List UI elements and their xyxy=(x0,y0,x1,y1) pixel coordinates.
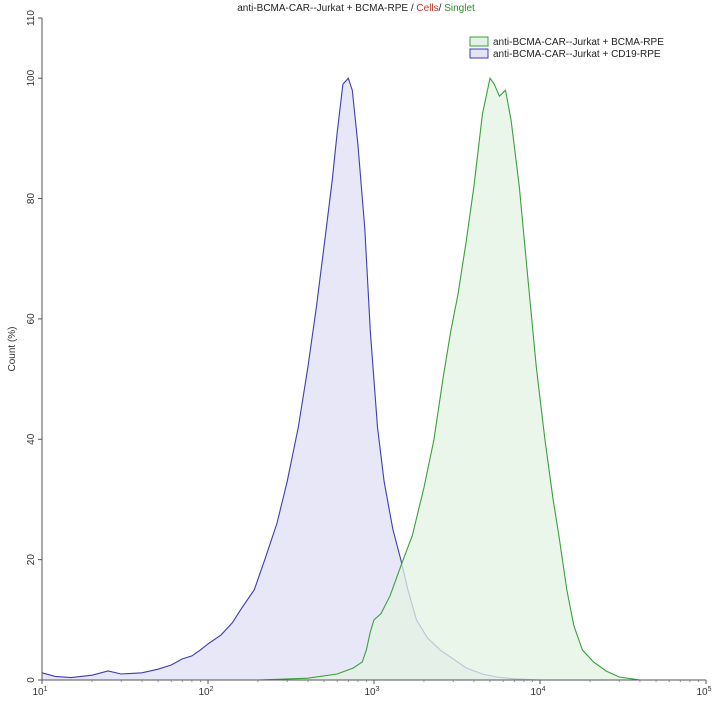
title-gate-singlet: Singlet xyxy=(444,3,475,14)
x-tick-label: 101 xyxy=(32,686,47,698)
title-separator-1: / xyxy=(408,3,417,14)
title-sample: anti-BCMA-CAR--Jurkat + BCMA-RPE xyxy=(237,3,409,14)
y-tick-label: 110 xyxy=(26,10,37,26)
title-separator-2: / xyxy=(438,3,445,14)
title-gate-cells: Cells xyxy=(416,3,439,14)
series-0-area xyxy=(42,78,706,680)
series-0-line xyxy=(42,76,706,681)
x-tick-label: 104 xyxy=(530,686,545,698)
y-tick-label: 40 xyxy=(26,433,37,445)
x-tick-exponent: 3 xyxy=(376,686,380,693)
legend-swatch xyxy=(469,36,489,47)
legend: anti-BCMA-CAR--Jurkat + BCMA-RPEanti-BCM… xyxy=(469,36,664,60)
y-tick-label: 80 xyxy=(26,193,37,205)
y-axis-title: Count (%) xyxy=(7,326,18,371)
x-tick-label: 102 xyxy=(198,686,213,698)
series-1-area xyxy=(42,78,706,680)
x-tick-exponent: 2 xyxy=(210,686,214,693)
x-tick-exponent: 5 xyxy=(708,686,712,693)
legend-swatch xyxy=(469,48,489,59)
y-tick-label: 0 xyxy=(26,677,37,683)
legend-label: anti-BCMA-CAR--Jurkat + CD19-RPE xyxy=(493,49,661,60)
y-tick-label: 20 xyxy=(26,554,37,566)
y-tick-label: 60 xyxy=(26,313,37,325)
y-tick-label: 100 xyxy=(26,69,37,86)
x-tick-label: 105 xyxy=(696,686,711,698)
chart-title: anti-BCMA-CAR--Jurkat + BCMA-RPE / Cells… xyxy=(0,3,712,14)
x-tick-exponent: 4 xyxy=(542,686,546,693)
series-layer xyxy=(41,76,706,681)
x-tick-exponent: 1 xyxy=(44,686,48,693)
legend-label: anti-BCMA-CAR--Jurkat + BCMA-RPE xyxy=(493,37,664,48)
x-tick-label: 103 xyxy=(364,686,379,698)
